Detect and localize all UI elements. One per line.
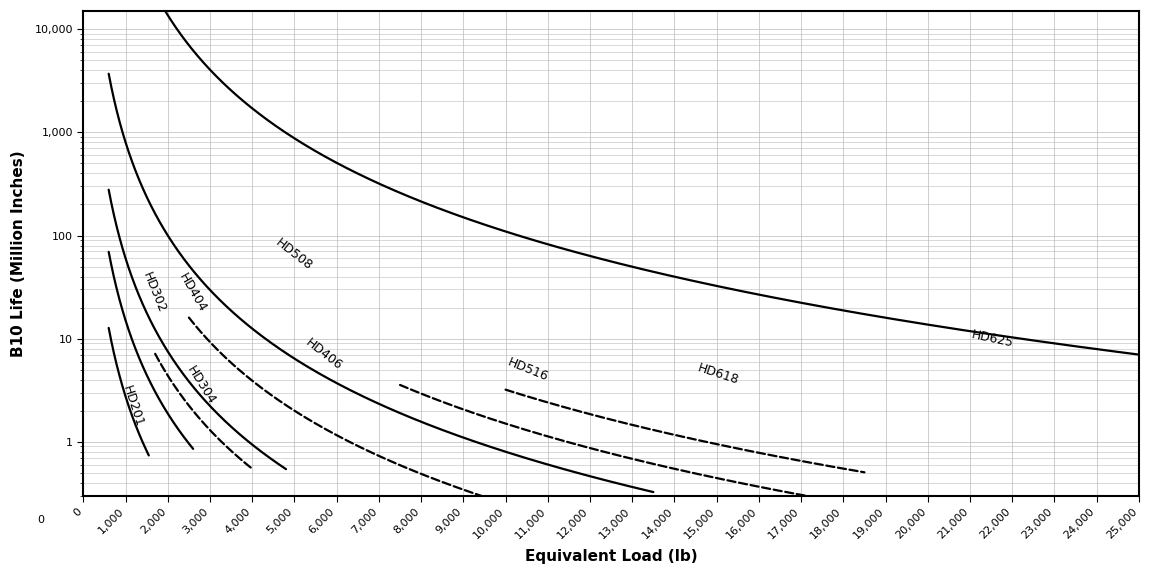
Text: HD404: HD404 [176,271,209,315]
Text: 0: 0 [38,515,45,525]
Y-axis label: B10 Life (Million Inches): B10 Life (Million Inches) [12,150,26,356]
Text: HD302: HD302 [140,270,168,315]
Text: HD625: HD625 [969,328,1014,350]
Text: HD304: HD304 [185,364,218,407]
Text: HD516: HD516 [506,355,550,384]
Text: HD201: HD201 [120,384,146,429]
Text: HD406: HD406 [302,336,345,373]
Text: HD618: HD618 [696,362,741,387]
Text: HD508: HD508 [274,236,315,273]
X-axis label: Equivalent Load (lb): Equivalent Load (lb) [524,549,697,564]
